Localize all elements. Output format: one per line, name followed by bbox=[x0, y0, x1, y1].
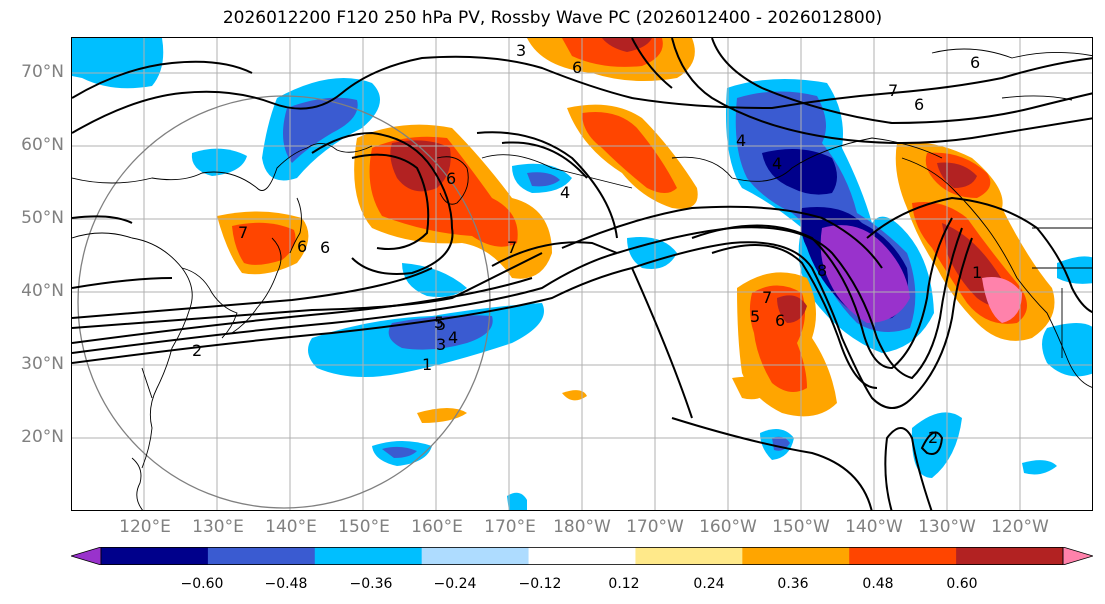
lat-label-60n: 60°N bbox=[21, 135, 64, 155]
colorbar-tick-label: 0.12 bbox=[608, 576, 640, 592]
contour-label: 1 bbox=[422, 355, 432, 374]
colorbar-swatch bbox=[528, 547, 636, 565]
contour-label: 6 bbox=[970, 53, 980, 72]
lon-label-130w: 130°W bbox=[918, 517, 976, 537]
contour-label: 5 bbox=[434, 313, 444, 332]
pv-contours bbox=[72, 38, 1092, 510]
contour-label: 2 bbox=[928, 428, 938, 447]
colorbar-tick-label: −0.24 bbox=[433, 576, 477, 592]
contour-label: 6 bbox=[297, 237, 307, 256]
colorbar-tick-label: 0.60 bbox=[946, 576, 978, 592]
lat-label-50n: 50°N bbox=[21, 208, 64, 228]
lon-label-150e: 150°E bbox=[338, 517, 390, 537]
lat-label-30n: 30°N bbox=[21, 354, 64, 374]
lon-label-140w: 140°W bbox=[845, 517, 903, 537]
contour-label: 6 bbox=[914, 95, 924, 114]
lon-label-160e: 160°E bbox=[411, 517, 463, 537]
map-canvas: 3 5 6 7 6 4 6 7 6 4 6 7 2 5 4 3 1 4 5 7 … bbox=[72, 38, 1092, 510]
contour-label: 7 bbox=[762, 288, 772, 307]
contour-label: 6 bbox=[320, 238, 330, 257]
colorbar-swatch bbox=[849, 547, 957, 565]
contour-label: 7 bbox=[507, 238, 517, 257]
contour-label: 8 bbox=[817, 261, 827, 280]
map-title: 2026012200 F120 250 hPa PV, Rossby Wave … bbox=[222, 8, 883, 28]
contour-label: 4 bbox=[448, 328, 458, 347]
contour-label: 5 bbox=[436, 315, 446, 334]
contour-label: 6 bbox=[775, 311, 785, 330]
colorbar-tick-label: −0.12 bbox=[518, 576, 562, 592]
map-panel: 3 5 6 7 6 4 6 7 6 4 6 7 2 5 4 3 1 4 5 7 … bbox=[71, 37, 1093, 511]
lon-label-180w: 180°W bbox=[553, 517, 611, 537]
contour-label: 2 bbox=[192, 341, 202, 360]
colorbar-swatch bbox=[314, 547, 423, 565]
range-circle bbox=[77, 95, 491, 509]
lat-label-70n: 70°N bbox=[21, 62, 64, 82]
colorbar-tick-label: −0.60 bbox=[180, 576, 224, 592]
contour-label: 7 bbox=[888, 81, 898, 100]
colorbar-tick-label: 0.48 bbox=[862, 576, 894, 592]
colorbar-tick-label: −0.36 bbox=[349, 576, 393, 592]
colorbar-tick-label: 0.24 bbox=[693, 576, 725, 592]
colorbar-extend-min bbox=[69, 546, 102, 566]
lon-label-170e: 170°E bbox=[484, 517, 536, 537]
colorbar-swatch bbox=[742, 547, 850, 565]
colorbar-extend-max bbox=[1062, 546, 1095, 566]
contour-label: 1 bbox=[972, 263, 982, 282]
contour-labels: 3 5 6 7 6 4 6 7 6 4 6 7 2 5 4 3 1 4 5 7 … bbox=[192, 41, 982, 447]
contour-label: 3 bbox=[436, 335, 446, 354]
lat-label-20n: 20°N bbox=[21, 427, 64, 447]
colorbar-tick-label: 0.36 bbox=[777, 576, 809, 592]
contour-label: 6 bbox=[572, 58, 582, 77]
colorbar-swatch bbox=[956, 547, 1064, 565]
contour-label: 3 bbox=[516, 41, 526, 60]
lon-label-170w: 170°W bbox=[626, 517, 684, 537]
colorbar-swatch bbox=[207, 547, 316, 565]
lon-label-120w: 120°W bbox=[991, 517, 1049, 537]
contour-label: 4 bbox=[772, 154, 782, 173]
contour-label: 4 bbox=[736, 131, 746, 150]
colorbar-swatch bbox=[635, 547, 743, 565]
graticule bbox=[72, 38, 1092, 510]
lon-label-130e: 130°E bbox=[192, 517, 244, 537]
colorbar-swatch bbox=[101, 547, 209, 565]
colorbar-outline bbox=[100, 547, 1064, 566]
colorbar-swatches bbox=[69, 546, 1095, 566]
colorbar-swatch bbox=[421, 547, 530, 565]
lon-label-150w: 150°W bbox=[772, 517, 830, 537]
contour-label: 5 bbox=[750, 307, 760, 326]
lat-label-40n: 40°N bbox=[21, 281, 64, 301]
contour-label: 4 bbox=[560, 183, 570, 202]
contour-label: 6 bbox=[446, 169, 456, 188]
lon-label-160w: 160°W bbox=[699, 517, 757, 537]
lon-label-140e: 140°E bbox=[265, 517, 317, 537]
contour-label: 7 bbox=[238, 223, 248, 242]
lon-label-120e: 120°E bbox=[119, 517, 171, 537]
colorbar bbox=[69, 546, 1095, 566]
colorbar-tick-label: −0.48 bbox=[264, 576, 308, 592]
